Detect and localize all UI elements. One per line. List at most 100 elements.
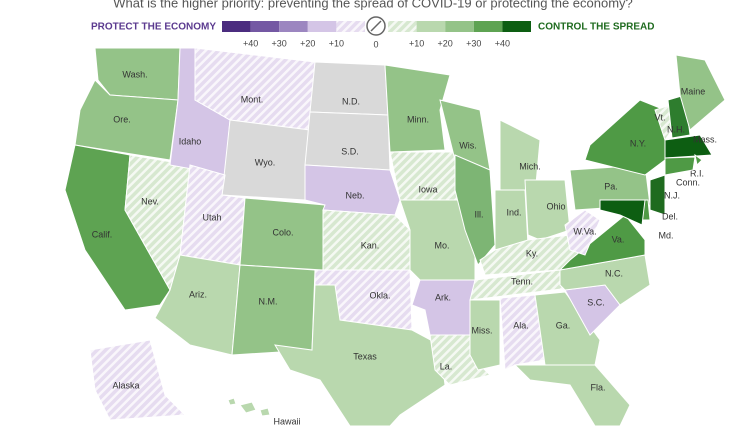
- state: [559, 254, 651, 306]
- legend-swatch: [416, 21, 446, 32]
- legend-zero-slash: [370, 20, 382, 32]
- state-label: Va.: [612, 234, 625, 244]
- state-label: R.I.: [690, 168, 704, 178]
- state: [564, 209, 601, 256]
- state-label: Alaska: [112, 380, 139, 390]
- state-label: Hawaii: [273, 416, 300, 426]
- state: [469, 299, 501, 371]
- state-label: Del.: [662, 211, 678, 221]
- state: [524, 179, 571, 241]
- state-label: Maine: [681, 86, 706, 96]
- state-label: Mich.: [519, 161, 541, 171]
- legend-right-label: CONTROL THE SPREAD: [538, 22, 655, 33]
- state-label: Idaho: [179, 136, 202, 146]
- legend-zero: 0: [373, 39, 378, 49]
- state-label: Kan.: [361, 240, 380, 250]
- legend-swatch: [336, 21, 365, 32]
- state-label: Calif.: [92, 229, 113, 239]
- state: [231, 264, 316, 356]
- legend-swatch: [250, 21, 280, 32]
- legend-tick-label: +40: [495, 38, 510, 48]
- state-label: Vt.: [654, 112, 665, 122]
- state-label: Minn.: [407, 114, 429, 124]
- state-label: N.M.: [259, 296, 278, 306]
- state-label: Tenn.: [511, 276, 533, 286]
- state: [584, 99, 666, 176]
- state: [384, 64, 451, 153]
- state-label: Wash.: [122, 69, 147, 79]
- state: [664, 134, 713, 159]
- state-label: W.Va.: [573, 226, 596, 236]
- state: [534, 291, 601, 366]
- state-label: S.D.: [341, 146, 359, 156]
- state: [89, 339, 187, 421]
- state-label: S.C.: [587, 297, 605, 307]
- state-label: Neb.: [345, 190, 364, 200]
- state: [558, 214, 646, 271]
- state: [309, 61, 389, 116]
- state-label: Utah: [202, 212, 221, 222]
- legend-tick-label: +10: [409, 38, 424, 48]
- state: [454, 154, 496, 266]
- state-label: Ohio: [546, 201, 565, 211]
- state: [675, 54, 726, 131]
- state: [259, 407, 271, 417]
- legend-swatch: [307, 21, 337, 32]
- state-label: Nev.: [141, 196, 159, 206]
- state-label: Ala.: [513, 320, 529, 330]
- state: [74, 79, 179, 161]
- state: [513, 364, 631, 426]
- legend-swatch: [388, 21, 417, 32]
- state-label: Colo.: [272, 227, 293, 237]
- state-label: N.Y.: [630, 138, 646, 148]
- state-label: N.J.: [664, 190, 680, 200]
- state-label: Iowa: [418, 184, 437, 194]
- legend-tick-label: +10: [329, 38, 344, 48]
- legend-swatch: [279, 21, 308, 32]
- state-label: N.C.: [605, 268, 623, 278]
- state: [304, 111, 391, 171]
- legend-swatch: [222, 21, 251, 32]
- state-label: Fla.: [590, 382, 605, 392]
- state-label: Conn.: [676, 177, 700, 187]
- state-label: Ore.: [113, 114, 131, 124]
- state-label: Md.: [658, 230, 673, 240]
- state-label: Ill.: [475, 209, 484, 219]
- state: [499, 294, 546, 371]
- state: [239, 401, 257, 414]
- state-label: Miss.: [472, 325, 493, 335]
- state-label: Wis.: [459, 140, 477, 150]
- state: [694, 153, 703, 167]
- state-label: Texas: [353, 351, 377, 361]
- state: [649, 174, 666, 216]
- state: [664, 156, 696, 176]
- state: [599, 199, 646, 226]
- legend-tick-label: +30: [466, 38, 481, 48]
- legend-tick-label: +20: [438, 38, 453, 48]
- state-label: Ark.: [435, 292, 451, 302]
- legend-tick-label: +40: [243, 38, 258, 48]
- state-label: Pa.: [604, 181, 618, 191]
- legend-swatch: [502, 21, 531, 32]
- state-label: Mont.: [241, 94, 264, 104]
- state: [227, 397, 237, 406]
- state-label: Ky.: [526, 248, 538, 258]
- state-label: Ga.: [556, 320, 571, 330]
- legend-swatch: [445, 21, 474, 32]
- state-label: La.: [440, 361, 453, 371]
- state-label: N.D.: [342, 96, 360, 106]
- state-label: Okla.: [369, 290, 390, 300]
- state-label: N.H.: [667, 124, 685, 134]
- legend-tick-label: +20: [300, 38, 315, 48]
- state-label: Mo.: [434, 240, 449, 250]
- legend-swatch: [473, 21, 503, 32]
- state-label: Ariz.: [189, 289, 207, 299]
- state-label: Mass.: [693, 134, 717, 144]
- state-label: Wyo.: [255, 157, 275, 167]
- state-label: Ind.: [506, 207, 521, 217]
- state: [411, 279, 476, 336]
- state: [274, 284, 446, 426]
- title: What is the higher priority: preventing …: [113, 0, 633, 10]
- legend-left-label: PROTECT THE ECONOMY: [91, 22, 216, 33]
